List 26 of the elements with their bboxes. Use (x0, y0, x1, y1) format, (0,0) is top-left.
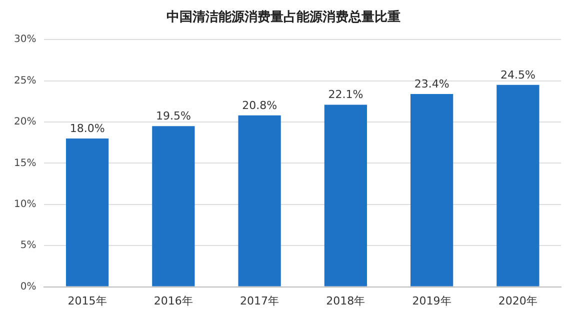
data-label: 23.4% (414, 77, 450, 90)
bar (496, 84, 540, 286)
x-tick-label: 2019年 (412, 294, 452, 308)
data-label: 24.5% (500, 68, 536, 82)
x-tick-label: 2017年 (240, 294, 280, 308)
y-tick-label: 15% (14, 158, 36, 169)
bar (66, 138, 109, 286)
x-tick-label: 2018年 (326, 294, 366, 308)
y-tick-label: 25% (14, 75, 36, 86)
bar (324, 104, 367, 286)
x-tick-label: 2020年 (498, 294, 538, 308)
y-tick-label: 0% (20, 281, 36, 292)
y-tick-label: 5% (20, 240, 36, 252)
data-label: 19.5% (156, 109, 191, 122)
data-label: 22.1% (328, 88, 364, 102)
x-tick-label: 2016年 (154, 294, 193, 308)
data-label: 18.0% (70, 122, 105, 135)
y-tick-label: 20% (14, 116, 36, 128)
y-tick-label: 30% (14, 34, 36, 46)
bar (238, 115, 281, 286)
chart-title: 中国清洁能源消费量占能源消费总量比重 (166, 9, 400, 26)
y-tick-label: 10% (14, 198, 36, 210)
x-tick-label: 2015年 (68, 294, 107, 308)
bar (152, 126, 195, 286)
data-label: 20.8% (242, 98, 278, 112)
bar (410, 94, 454, 286)
